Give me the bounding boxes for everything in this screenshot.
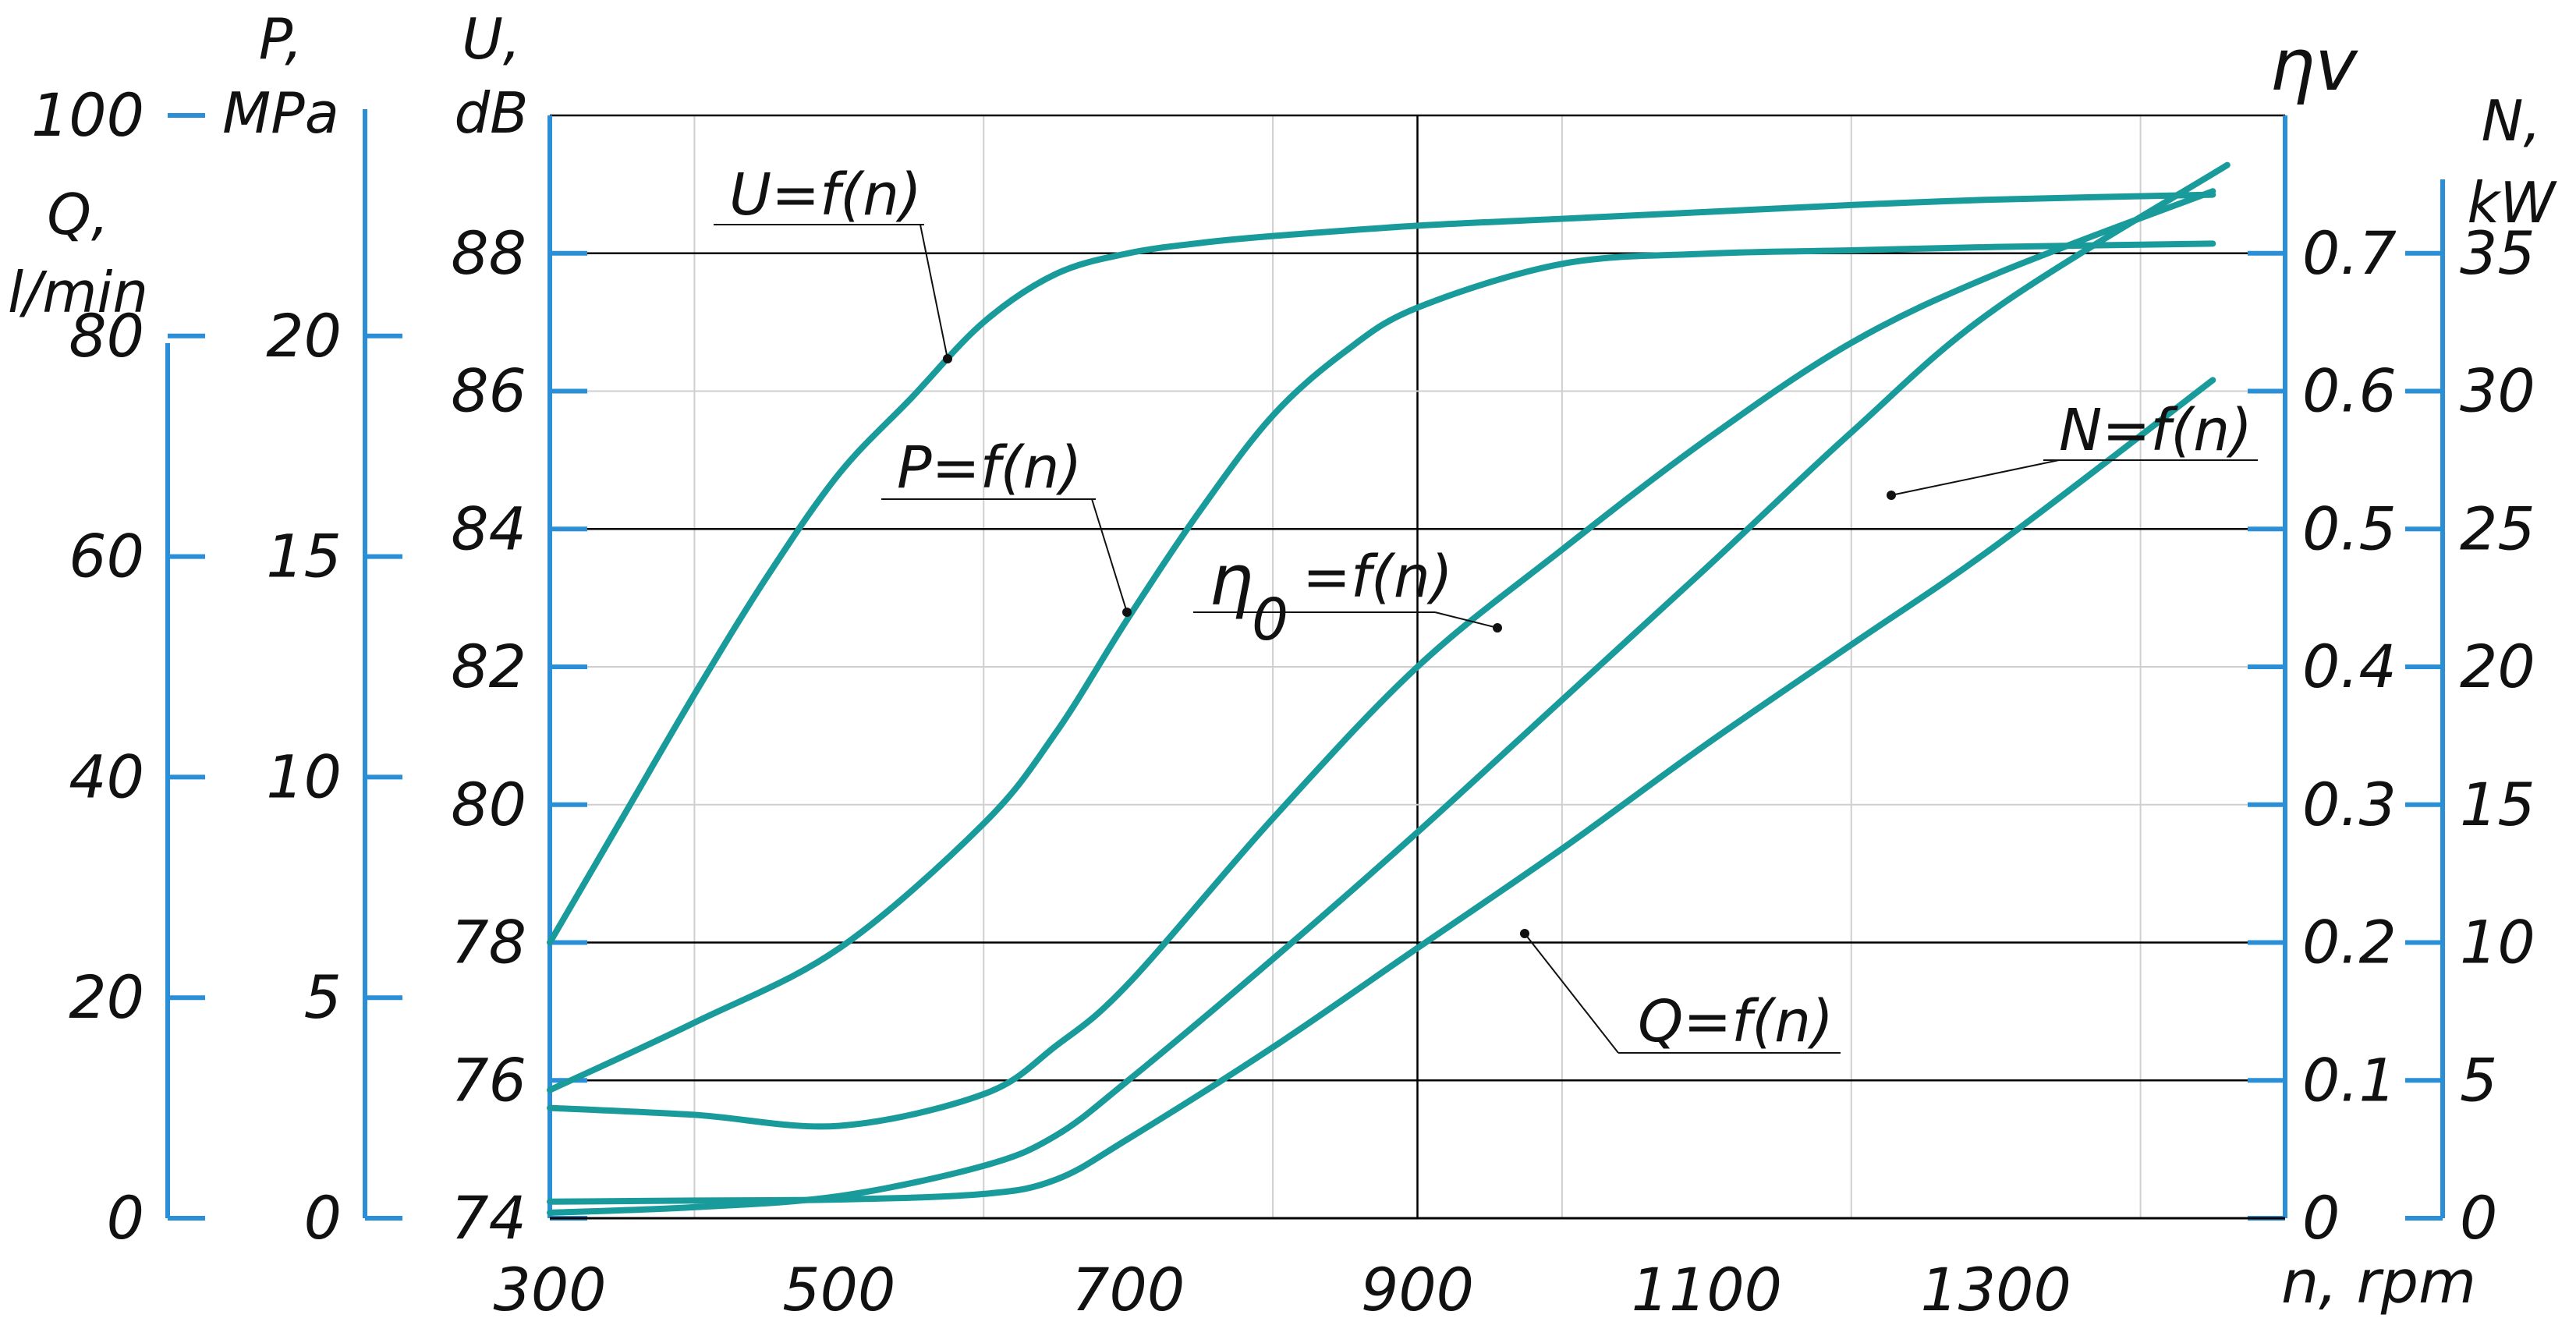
tick-label-eta_v: 0.7 [2302, 218, 2397, 288]
tick-label-Q: 40 [69, 742, 144, 811]
x-tick-label: 900 [1361, 1255, 1474, 1324]
annot-P-dot [1122, 608, 1132, 617]
tick-label-N: 0 [2460, 1183, 2497, 1253]
series-line-4 [547, 377, 2216, 1205]
tick-label-eta_v: 0.6 [2302, 356, 2397, 426]
annot-U-leader [919, 224, 948, 360]
tick-label-U: 86 [451, 356, 526, 426]
tick-label-Q: 0 [107, 1183, 144, 1253]
annot-U-dot [943, 354, 952, 363]
tick-label-Q: 20 [69, 962, 144, 1032]
tick-label-U: 74 [451, 1183, 526, 1253]
tick-label-P: 10 [266, 742, 342, 811]
tick-label-P: 0 [304, 1183, 342, 1253]
tick-label-eta_v: 0.4 [2302, 632, 2397, 701]
tick-label-eta_v: 0.2 [2302, 908, 2397, 977]
axis-title-Q: Q, [47, 182, 109, 247]
grid [550, 114, 2285, 1219]
annot-N-dot [1887, 491, 1896, 500]
axis-unit-Q: l/min [8, 260, 148, 325]
tick-label-Q: 60 [69, 522, 144, 591]
tick-label-U: 78 [451, 908, 526, 977]
axis-title-N: N, [2482, 88, 2542, 154]
annot-label-Q: Q=f(n) [1638, 988, 1834, 1055]
annot-label-P: P=f(n) [897, 434, 1082, 501]
tick-label-U: 82 [451, 632, 526, 701]
axis-title-P: P, [259, 6, 303, 72]
tick-label-N: 25 [2460, 494, 2535, 563]
annot-Q-dot [1520, 929, 1529, 938]
x-tick-label: 500 [782, 1255, 895, 1324]
axis-unit-P: MPa [222, 80, 339, 146]
tick-label-U: 84 [451, 494, 526, 563]
tick-label-U: 80 [451, 770, 526, 839]
tick-label-eta_v: 0 [2302, 1183, 2340, 1253]
axis-unit-N: kW [2468, 170, 2558, 236]
tick-label-N: 10 [2460, 908, 2535, 977]
series-line-2 [547, 188, 2216, 1130]
tick-label-P: 5 [304, 962, 342, 1032]
annot-N-leader [1890, 459, 2060, 496]
tick-label-N: 5 [2460, 1045, 2497, 1114]
tick-label-N: 15 [2460, 770, 2535, 839]
series-line-1 [547, 240, 2216, 1093]
annot-label-U: U=f(n) [729, 161, 922, 229]
tick-label-U: 76 [451, 1045, 526, 1114]
axes [165, 109, 2445, 1221]
x-tick-label: 700 [1072, 1255, 1185, 1324]
x-axis-title: n, rpm [2281, 1247, 2476, 1316]
tick-label-U: 88 [451, 218, 526, 288]
tick-label-P: 15 [266, 522, 342, 591]
tick-label-eta_v: 0.3 [2302, 770, 2397, 839]
annot-eta-subscript: 0 [1252, 586, 1288, 654]
labels: 02040608010005101520747678808284868800.1… [8, 6, 2557, 1324]
axis-title-eta_v: ηv [2270, 23, 2358, 107]
x-tick-label: 1300 [1920, 1255, 2071, 1324]
curves [547, 161, 2231, 1216]
annot-eta-leader [1434, 611, 1498, 629]
tick-label-N: 20 [2460, 632, 2535, 701]
annot-label-eta: =f(n) [1302, 544, 1453, 611]
annot-eta-dot [1493, 623, 1502, 633]
tick-label-eta_v: 0.1 [2302, 1045, 2397, 1114]
series-line-3 [547, 161, 2231, 1216]
series-line-0 [547, 191, 2216, 946]
tick-label-N: 30 [2460, 356, 2535, 426]
tick-label-N: 35 [2460, 218, 2535, 288]
tick-label-eta_v: 0.5 [2302, 494, 2397, 563]
axis-unit-U: dB [454, 80, 528, 146]
tick-label-P: 20 [266, 301, 342, 370]
annot-Q-leader [1524, 933, 1619, 1054]
axis-title-U: U, [462, 6, 521, 72]
x-tick-label: 1100 [1632, 1255, 1782, 1324]
annot-P-leader [1091, 498, 1128, 613]
tick-label-Q: 80 [69, 301, 144, 370]
x-tick-label: 300 [493, 1255, 606, 1324]
annot-eta-symbol: η [1209, 540, 1253, 622]
annot-label-N: N=f(n) [2059, 397, 2252, 464]
tick-label-Q: 100 [31, 80, 144, 150]
